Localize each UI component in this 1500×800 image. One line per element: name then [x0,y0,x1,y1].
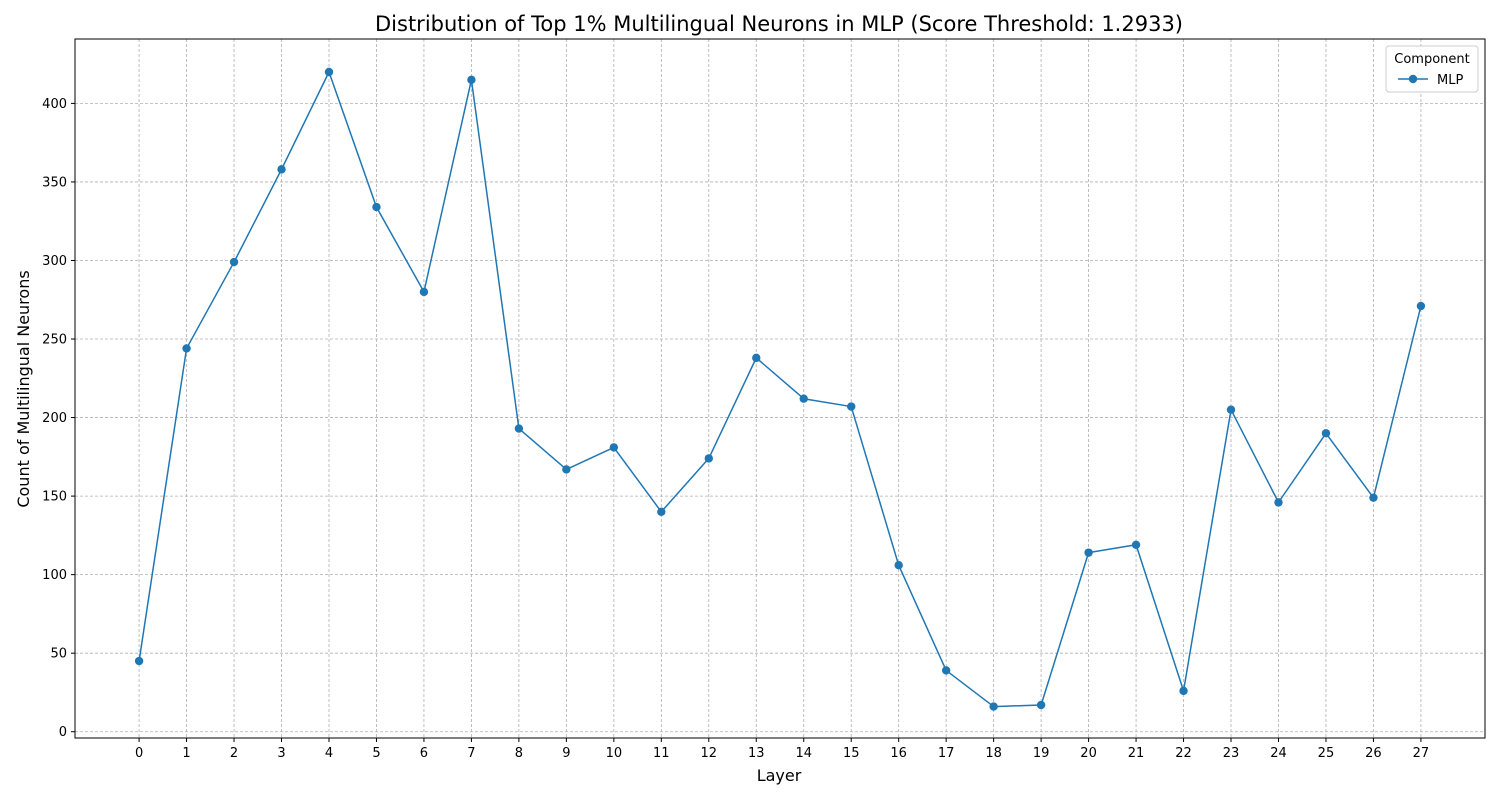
data-point [562,465,571,474]
data-point [324,67,334,77]
x-tick-label: 25 [1318,746,1335,761]
y-tick-label: 50 [50,647,67,662]
data-point [989,702,998,711]
x-tick-label: 8 [515,746,523,761]
x-tick-label: 9 [562,746,570,761]
data-point [1321,429,1331,438]
x-tick-label: 4 [325,746,333,761]
data-point [1369,493,1378,502]
x-tick-label: 0 [135,746,143,761]
data-point [277,165,286,174]
x-tick-label: 20 [1080,746,1097,761]
x-tick-label: 12 [701,746,718,761]
data-point [1226,405,1236,414]
legend: Component MLP [1385,45,1479,93]
data-point [894,561,903,570]
data-point [1084,548,1093,557]
data-point [1036,700,1046,710]
y-tick-label: 300 [42,254,67,269]
data-point [1179,686,1188,696]
x-tick-label: 19 [1033,746,1050,761]
data-point [182,344,191,353]
legend-marker-swatch [1408,74,1418,84]
grid [75,39,1485,738]
x-tick-label: 22 [1175,746,1192,761]
y-tick-label: 0 [59,725,67,740]
y-tick-label: 250 [42,333,67,348]
x-tick-label: 11 [653,746,670,761]
data-point [609,443,619,452]
y-tick-label: 350 [42,175,67,190]
y-tick-label: 100 [42,568,67,583]
data-point [799,394,808,403]
data-point [847,402,856,411]
series-layer [134,67,1426,711]
x-tick-label: 18 [985,746,1002,761]
data-point [1131,540,1141,549]
data-point [419,287,429,297]
data-point [752,353,761,363]
legend-entry-label: MLP [1437,73,1463,88]
x-tick-label: 16 [890,746,907,761]
x-tick-label: 13 [748,746,765,761]
legend-frame [1385,45,1479,93]
y-axis-label: Count of Multilingual Neurons [14,270,33,507]
data-point [1416,301,1426,311]
plot-area-frame [74,38,1486,739]
data-point [514,424,524,433]
x-tick-label: 7 [467,746,475,761]
y-axis: 0 50 100 150 200 250 300 350 400 [42,97,75,740]
x-tick-label: 24 [1270,746,1287,761]
x-tick-label: 21 [1128,746,1145,761]
x-axis: 0 1 2 3 4 5 6 7 8 9 10 11 12 13 14 15 16 17 18 19 20 21 22 23 24… [135,738,1429,761]
x-tick-label: 10 [606,746,623,761]
x-tick-label: 27 [1413,746,1430,761]
y-tick-label: 200 [42,411,67,426]
x-tick-label: 3 [277,746,285,761]
x-tick-label: 26 [1365,746,1382,761]
x-tick-label: 6 [420,746,428,761]
data-point [1274,498,1283,507]
data-point [704,454,713,463]
x-tick-label: 23 [1223,746,1240,761]
x-tick-label: 17 [938,746,955,761]
chart-title: Distribution of Top 1% Multilingual Neur… [375,12,1183,36]
data-point [372,202,381,212]
data-point [229,257,239,267]
data-point [657,507,666,517]
x-tick-label: 5 [372,746,380,761]
x-axis-label: Layer [757,766,802,785]
x-tick-label: 14 [795,746,812,761]
data-point [467,75,476,85]
x-tick-label: 15 [843,746,860,761]
series-line [138,71,1422,708]
y-tick-label: 400 [42,97,67,112]
x-tick-label: 1 [182,746,190,761]
legend-title: Component [1394,52,1469,67]
data-point [134,656,144,666]
data-point [941,666,951,675]
y-tick-label: 150 [42,490,67,505]
x-tick-label: 2 [230,746,238,761]
